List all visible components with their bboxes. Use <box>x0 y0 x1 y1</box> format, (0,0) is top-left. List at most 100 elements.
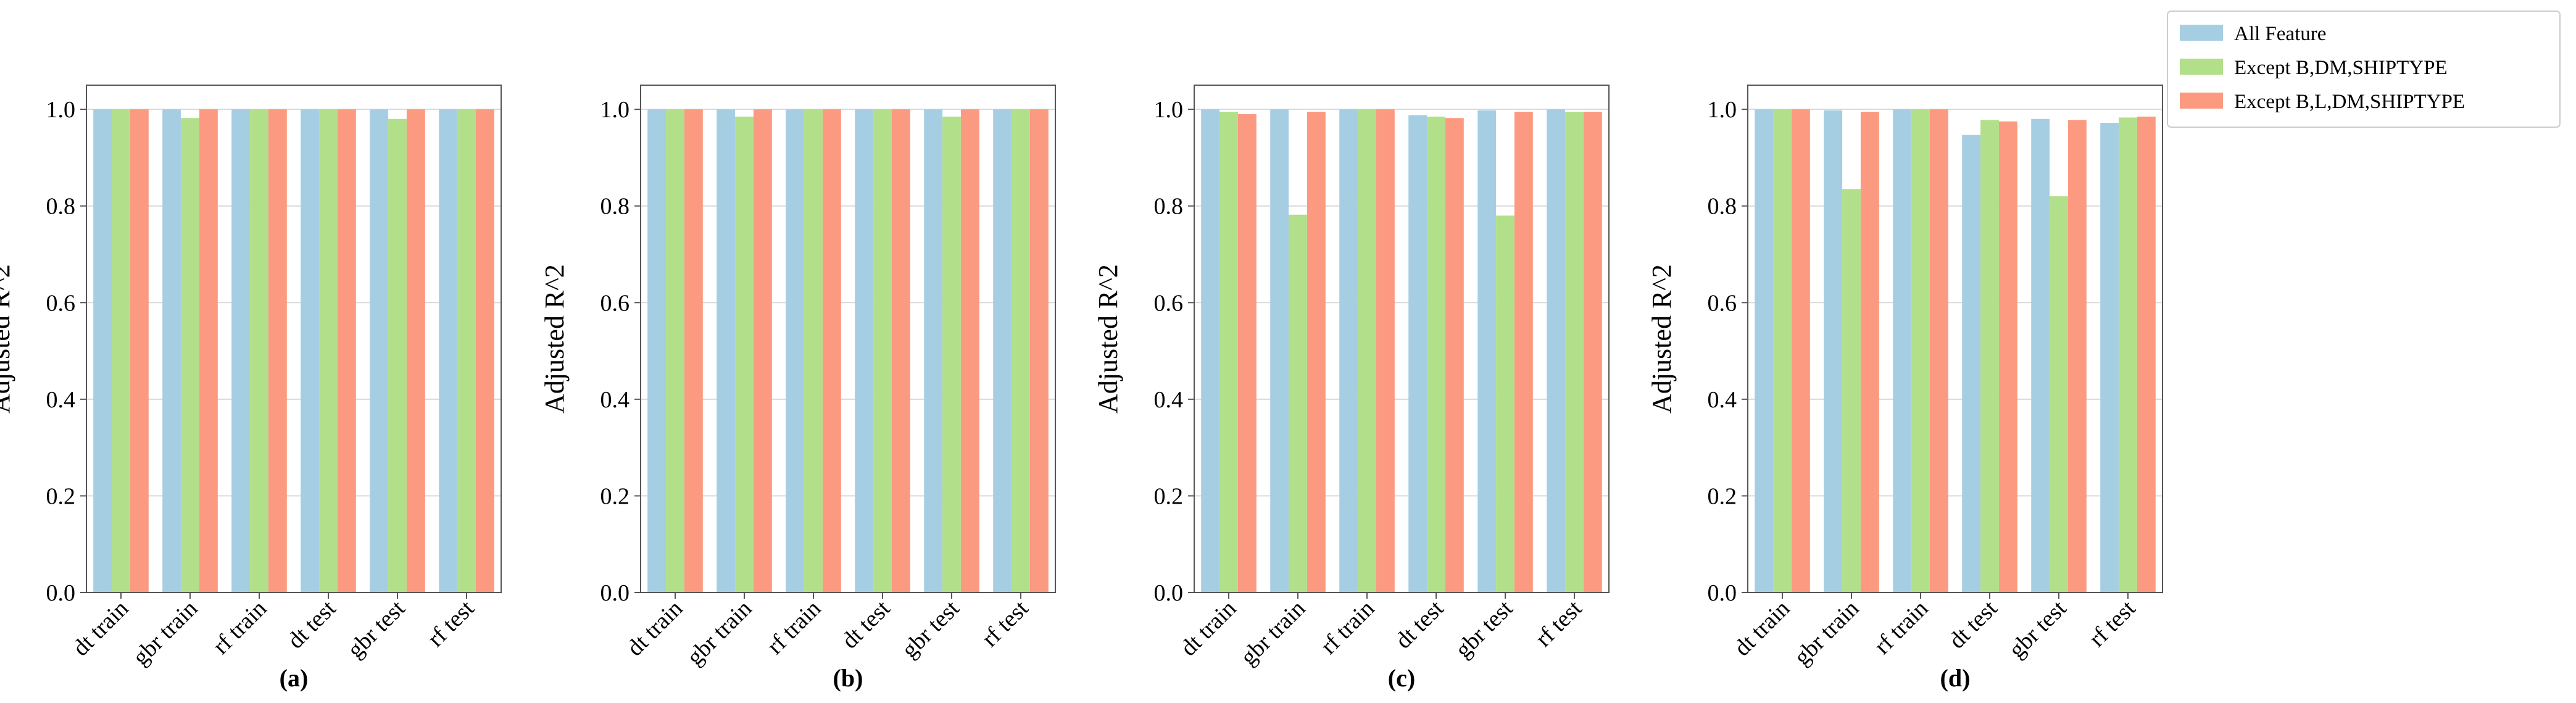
bar-rf-test-except-b-dm-shiptype <box>1565 112 1584 593</box>
bar-rf-test-except-b-dm-shiptype <box>457 109 476 593</box>
bar-gbr-test-all-feature <box>924 109 943 593</box>
bar-gbr-train-except-b-l-dm-shiptype <box>199 109 218 593</box>
x-tick-label-rf-test: rf test <box>2084 595 2141 652</box>
bar-gbr-train-all-feature <box>162 109 181 593</box>
bar-rf-train-except-b-l-dm-shiptype <box>1929 109 1948 593</box>
y-axis-label: Adjusted R^2 <box>1647 264 1677 414</box>
legend-label-all-feature: All Feature <box>2234 23 2326 45</box>
panel-label: (b) <box>833 664 863 692</box>
bar-gbr-test-except-b-l-dm-shiptype <box>406 109 425 593</box>
bar-rf-train-all-feature <box>786 109 805 593</box>
plot-frame <box>640 85 1056 593</box>
x-tick-label-rf-test: rf test <box>977 595 1034 652</box>
x-tick-label-rf-test: rf test <box>1531 595 1587 652</box>
legend-label-except-b-l-dm-shiptype: Except B,L,DM,SHIPTYPE <box>2234 91 2465 113</box>
panel-label: (a) <box>280 664 309 692</box>
y-tick-label: 0.2 <box>46 483 76 509</box>
y-tick-label: 1.0 <box>600 97 630 123</box>
bar-dt-test-except-b-l-dm-shiptype <box>1445 118 1464 593</box>
bar-dt-test-except-b-dm-shiptype <box>1980 120 1999 593</box>
y-tick-label: 0.2 <box>1708 483 1737 509</box>
bar-dt-test-all-feature <box>1962 135 1981 593</box>
bar-rf-test-all-feature <box>993 109 1012 593</box>
x-tick-label-gbr-test: gbr test <box>2004 595 2072 663</box>
bar-rf-test-all-feature <box>439 109 458 593</box>
bar-dt-test-except-b-l-dm-shiptype <box>891 109 910 593</box>
x-tick-label-dt-test: dt test <box>283 595 341 654</box>
bar-gbr-train-except-b-dm-shiptype <box>735 116 754 593</box>
y-axis-label: Adjusted R^2 <box>539 264 570 414</box>
x-tick-label-gbr-train: gbr train <box>682 596 757 670</box>
x-tick-label-gbr-train: gbr train <box>128 596 202 670</box>
bar-gbr-test-except-b-dm-shiptype <box>942 116 961 593</box>
x-tick-label-gbr-train: gbr train <box>1789 596 1864 670</box>
y-tick-label: 0.0 <box>46 580 76 606</box>
legend-swatch-all-feature <box>2180 25 2223 41</box>
y-tick-label: 0.6 <box>46 290 76 316</box>
bar-rf-train-all-feature <box>1893 109 1912 593</box>
bar-rf-train-except-b-l-dm-shiptype <box>822 109 841 593</box>
bar-gbr-test-all-feature <box>370 109 389 593</box>
y-tick-label: 0.0 <box>1708 580 1737 606</box>
legend-frame <box>2167 10 2561 128</box>
bar-gbr-train-except-b-dm-shiptype <box>1842 189 1861 593</box>
bar-dt-test-all-feature <box>1408 115 1427 593</box>
y-tick-label: 0.4 <box>46 387 76 413</box>
bar-gbr-train-all-feature <box>1270 109 1289 593</box>
y-tick-label: 0.6 <box>1154 290 1184 316</box>
plot-frame <box>1194 85 1610 593</box>
bar-rf-test-except-b-l-dm-shiptype <box>475 109 494 593</box>
bar-dt-train-all-feature <box>647 109 667 593</box>
x-tick-label-rf-train: rf train <box>1316 596 1380 660</box>
y-tick-label: 1.0 <box>1708 97 1737 123</box>
bar-dt-train-except-b-l-dm-shiptype <box>1237 114 1257 593</box>
legend-swatch-except-b-l-dm-shiptype <box>2180 93 2223 109</box>
bar-gbr-test-all-feature <box>2031 119 2050 593</box>
legend-swatch-except-b-dm-shiptype <box>2180 59 2223 75</box>
bar-rf-train-except-b-dm-shiptype <box>1911 109 1930 593</box>
bar-rf-train-except-b-dm-shiptype <box>804 109 823 593</box>
bar-rf-train-all-feature <box>231 109 251 593</box>
plot-frame <box>86 85 502 593</box>
x-tick-label-gbr-test: gbr test <box>897 595 965 663</box>
y-tick-label: 0.8 <box>46 194 76 220</box>
bar-dt-test-except-b-dm-shiptype <box>873 109 892 593</box>
bar-gbr-test-except-b-dm-shiptype <box>388 119 407 593</box>
bar-gbr-train-all-feature <box>717 109 736 593</box>
y-tick-label: 0.4 <box>1154 387 1184 413</box>
bar-dt-train-except-b-l-dm-shiptype <box>684 109 703 593</box>
bar-gbr-test-except-b-l-dm-shiptype <box>960 109 979 593</box>
x-tick-label-dt-test: dt test <box>1390 595 1449 654</box>
bar-gbr-train-except-b-l-dm-shiptype <box>1307 112 1326 593</box>
y-tick-label: 0.8 <box>600 194 630 220</box>
bar-dt-train-except-b-l-dm-shiptype <box>130 109 149 593</box>
bar-dt-train-all-feature <box>93 109 112 593</box>
y-tick-label: 0.2 <box>600 483 630 509</box>
bar-rf-test-except-b-l-dm-shiptype <box>2137 116 2156 593</box>
y-tick-label: 0.8 <box>1154 194 1184 220</box>
y-tick-label: 1.0 <box>1154 97 1184 123</box>
x-tick-label-dt-train: dt train <box>622 596 688 662</box>
bar-dt-test-except-b-dm-shiptype <box>319 109 338 593</box>
bar-gbr-test-except-b-l-dm-shiptype <box>2067 120 2087 593</box>
y-tick-label: 0.4 <box>600 387 630 413</box>
bar-gbr-train-except-b-l-dm-shiptype <box>753 109 772 593</box>
bar-dt-test-except-b-l-dm-shiptype <box>1998 121 2017 593</box>
y-tick-label: 0.6 <box>600 290 630 316</box>
bar-dt-train-all-feature <box>1201 109 1220 593</box>
bar-gbr-test-except-b-l-dm-shiptype <box>1514 112 1533 593</box>
panel-label: (d) <box>1940 664 1971 692</box>
y-tick-label: 0.2 <box>1154 483 1184 509</box>
bar-rf-test-all-feature <box>2100 123 2119 593</box>
bar-rf-train-except-b-dm-shiptype <box>1358 109 1376 593</box>
bar-gbr-train-all-feature <box>1824 110 1843 593</box>
bar-rf-test-except-b-l-dm-shiptype <box>1583 112 1602 593</box>
y-tick-label: 0.0 <box>600 580 630 606</box>
bar-gbr-train-except-b-l-dm-shiptype <box>1860 112 1879 593</box>
bar-dt-test-all-feature <box>301 109 320 593</box>
legend: All Feature Except B,DM,SHIPTYPE Except … <box>2167 10 2561 128</box>
